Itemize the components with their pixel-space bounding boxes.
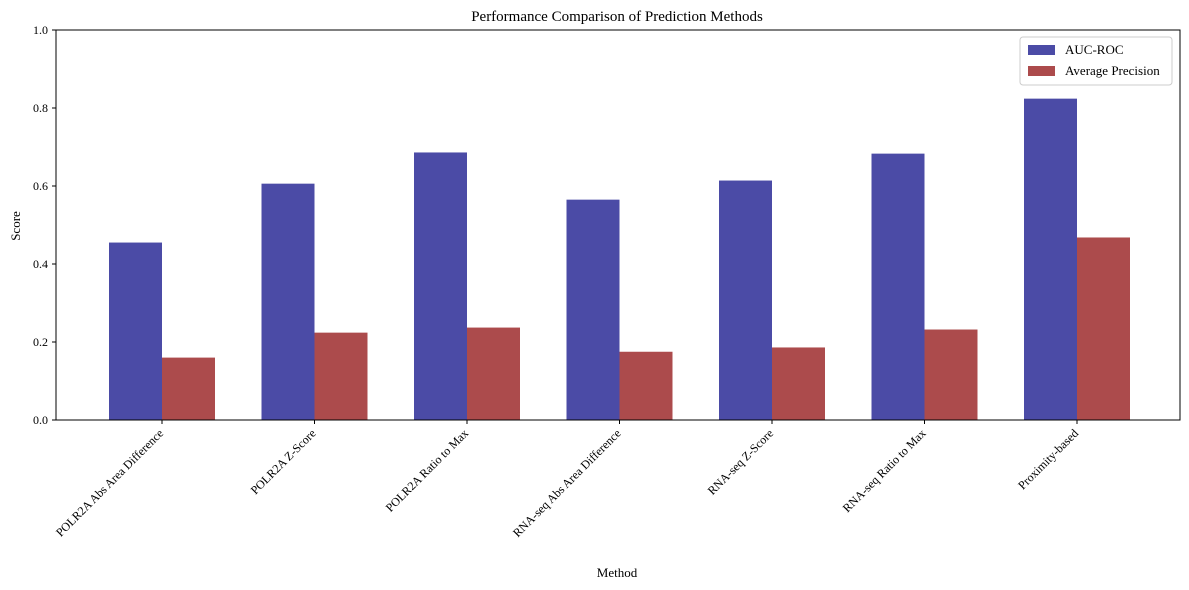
bar-auc-roc-4 <box>719 180 772 420</box>
x-tick-label: RNA-seq Z-Score <box>705 426 776 497</box>
y-axis-title: Score <box>8 211 23 241</box>
x-tick-label: POLR2A Ratio to Max <box>383 426 471 514</box>
bar-average-precision-1 <box>314 332 368 420</box>
plot-area: POLR2A Abs Area Difference POLR2A Z-Score… <box>33 23 1181 540</box>
x-tick-label: POLR2A Abs Area Difference <box>53 426 166 539</box>
bar-auc-roc-0 <box>109 242 162 420</box>
x-tick-label: POLR2A Z-Score <box>248 426 319 497</box>
x-axis-title: Method <box>597 565 638 580</box>
x-tick-label: Proximity-based <box>1015 426 1081 492</box>
legend-box <box>1019 36 1173 86</box>
bar-auc-roc-6 <box>1024 98 1077 420</box>
bar-average-precision-3 <box>619 351 673 420</box>
x-tick-label: RNA-seq Ratio to Max <box>840 426 929 515</box>
legend-swatch <box>1028 45 1055 55</box>
legend-label: AUC-ROC <box>1065 42 1124 57</box>
axes-frame <box>55 29 1181 421</box>
bar-auc-roc-3 <box>566 199 620 420</box>
bar-auc-roc-5 <box>871 153 925 420</box>
bar-average-precision-0 <box>162 357 215 420</box>
y-tick-label: 0.2 <box>33 335 48 349</box>
bar-auc-roc-1 <box>261 183 315 420</box>
bar-average-precision-6 <box>1077 237 1130 420</box>
x-tick-label: RNA-seq Abs Area Difference <box>510 426 624 540</box>
y-tick-label: 1.0 <box>33 23 48 37</box>
bar-auc-roc-2 <box>414 152 467 420</box>
y-tick-label: 0.8 <box>33 101 48 115</box>
legend-label: Average Precision <box>1065 63 1160 78</box>
bar-average-precision-4 <box>772 347 825 420</box>
legend-swatch <box>1028 66 1055 76</box>
bar-average-precision-5 <box>924 329 978 420</box>
y-tick-label: 0.4 <box>33 257 48 271</box>
y-tick-label: 0.0 <box>33 413 48 427</box>
y-tick-label: 0.6 <box>33 179 48 193</box>
bar-average-precision-2 <box>467 327 520 420</box>
chart-title: Performance Comparison of Prediction Met… <box>471 9 763 25</box>
